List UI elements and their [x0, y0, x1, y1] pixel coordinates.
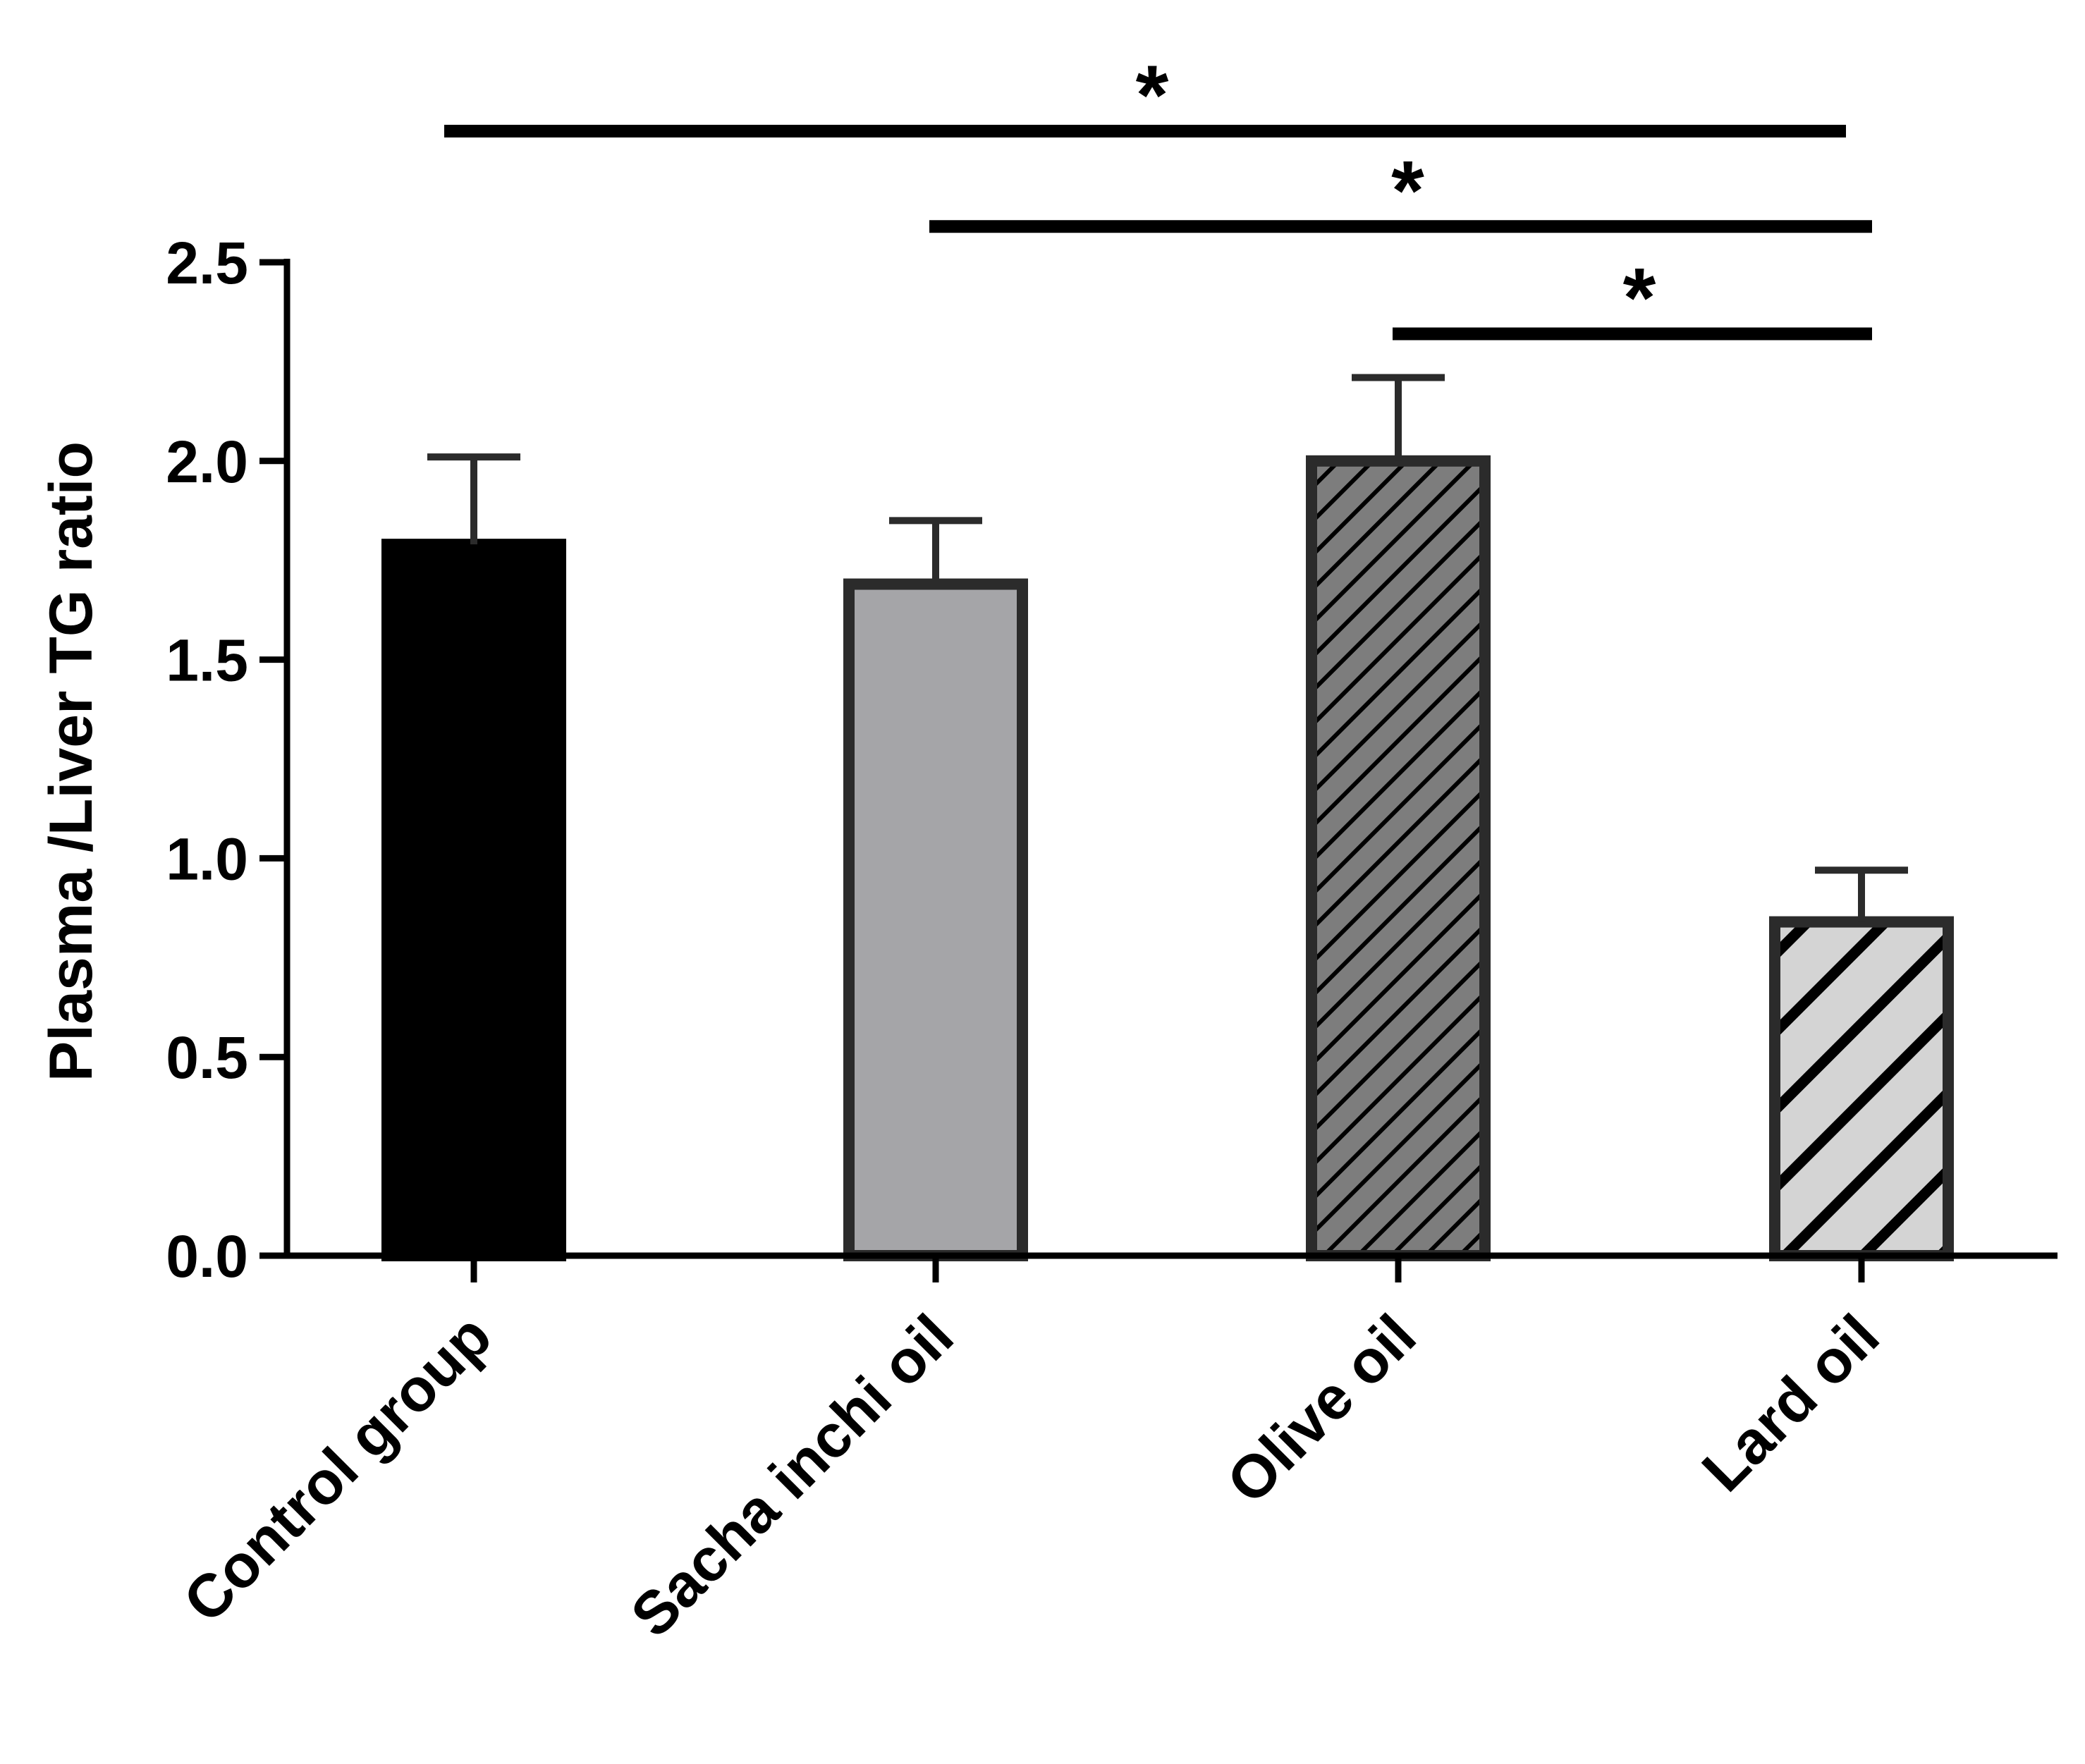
x-ticks-layer: Control group Sacha inchi oil Olive oil Lar… — [171, 1256, 1892, 1650]
bar-sacha-inchi-oil — [843, 578, 1028, 1261]
error-bars-layer — [427, 374, 1908, 922]
error-bar-lard-oil — [1815, 866, 1908, 922]
bars-layer — [381, 455, 1954, 1262]
y-tick-label: 2.0 — [166, 429, 248, 495]
y-tick-label: 1.5 — [166, 627, 248, 694]
significance-star: * — [1136, 48, 1169, 142]
x-tick-label-control-group: Control group — [171, 1302, 504, 1636]
x-tick-label-sacha-inchi-oil: Sacha inchi oil — [618, 1302, 967, 1650]
significance-star: * — [1623, 250, 1656, 345]
error-bar-sacha-inchi-oil — [889, 517, 982, 584]
x-tick-label-lard-oil: Lard oil — [1689, 1302, 1892, 1505]
x-tick-label-olive-oil: Olive oil — [1214, 1302, 1429, 1517]
y-tick-label: 0.5 — [166, 1024, 248, 1091]
significance-bracket: * — [444, 48, 1846, 142]
error-bar-olive-oil — [1352, 374, 1445, 461]
significance-bracket: * — [929, 143, 1872, 238]
bar-lard-oil — [1769, 916, 1954, 1262]
bar-olive-oil — [1306, 455, 1491, 1261]
bar-control-group — [381, 539, 566, 1261]
significance-layer: * * * — [444, 48, 1872, 345]
y-axis-title: Plasma /Liver TG ratio — [37, 441, 105, 1082]
y-tick-label: 1.0 — [166, 826, 248, 892]
error-bar-control-group — [427, 453, 520, 545]
y-tick-label: 0.0 — [166, 1223, 248, 1290]
significance-star: * — [1391, 143, 1424, 238]
y-ticks-layer: 0.0 0.5 1.0 1.5 2.0 2.5 — [166, 230, 287, 1290]
significance-bracket: * — [1393, 250, 1872, 345]
y-tick-label: 2.5 — [166, 230, 248, 296]
